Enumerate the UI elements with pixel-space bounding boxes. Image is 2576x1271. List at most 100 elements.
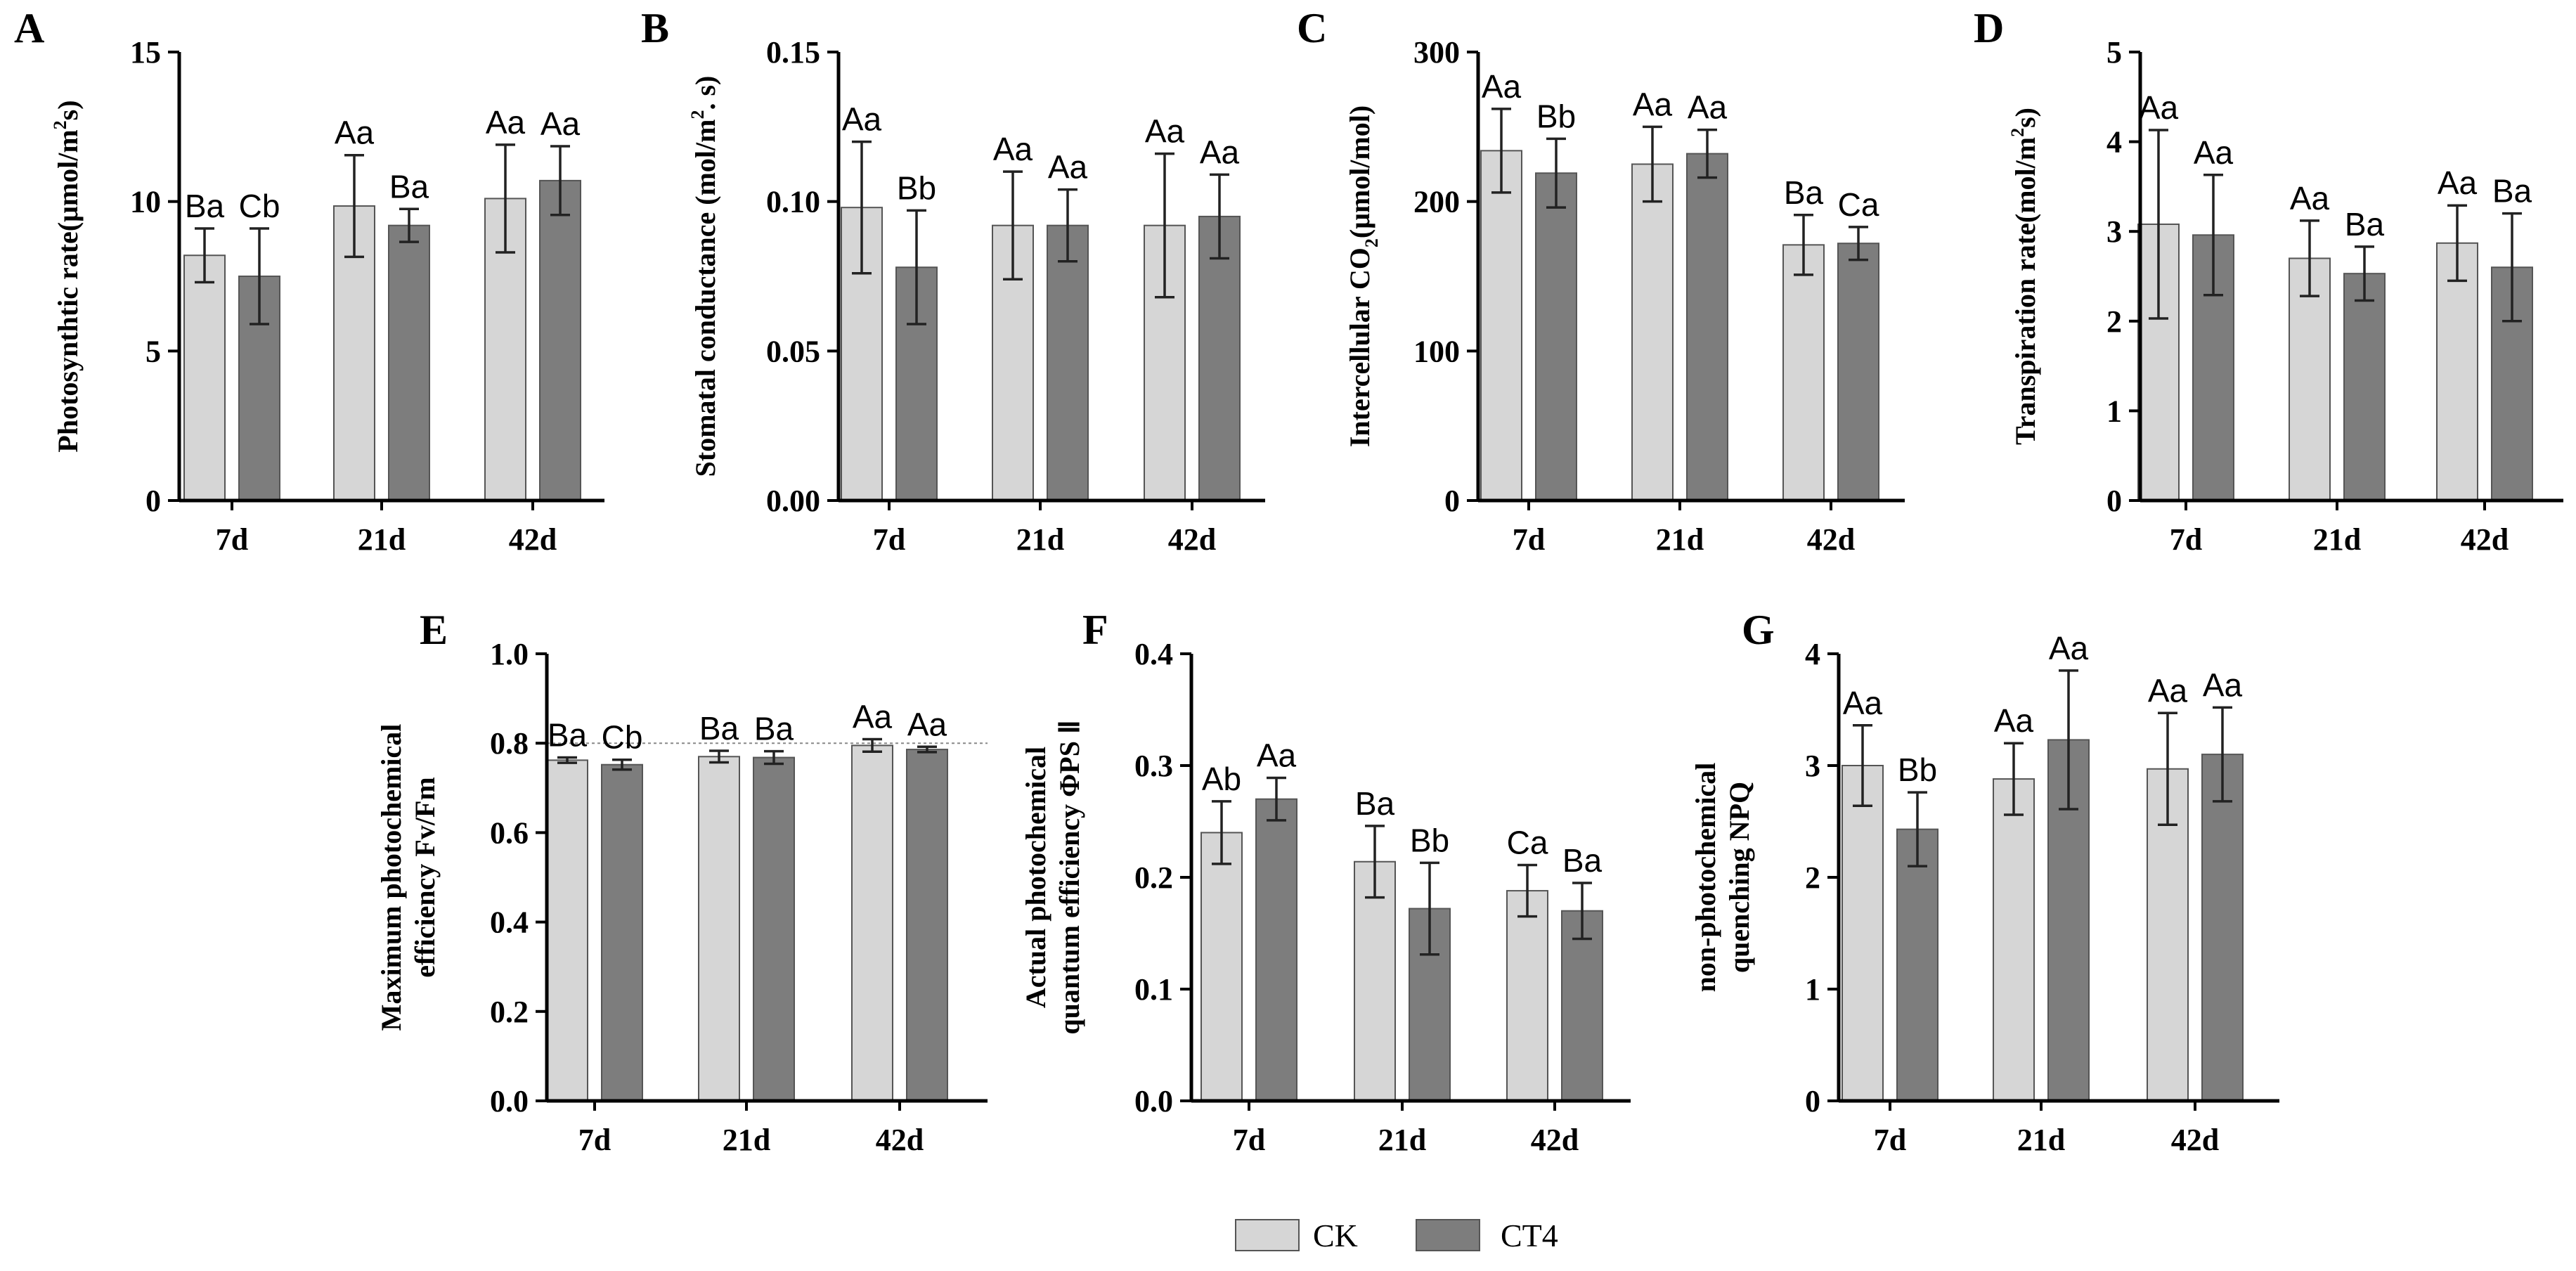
y-tick-label: 4 <box>1805 637 1820 671</box>
y-tick-label: 0.0 <box>1134 1084 1173 1118</box>
y-axis-label: Stomatal conductance (mol/m2. s) <box>687 76 721 477</box>
significance-label: Aa <box>1145 113 1185 150</box>
y-tick-label: 0.10 <box>766 185 820 219</box>
legend-swatch-ct4 <box>1416 1219 1480 1251</box>
bar-ct4-7d <box>1255 798 1297 1102</box>
panel-letter: A <box>14 5 44 51</box>
y-tick-label: 0.00 <box>766 484 820 518</box>
x-tick-label: 7d <box>1233 1123 1265 1157</box>
x-tick-label: 42d <box>1168 522 1216 557</box>
y-tick-label: 10 <box>130 185 161 219</box>
bar-ct4-21d <box>1686 153 1728 501</box>
y-tick-label: 0.05 <box>766 334 820 368</box>
x-tick-label: 21d <box>2313 522 2361 557</box>
legend-label-ct4: CT4 <box>1501 1218 1558 1253</box>
significance-label: Bb <box>1898 751 1937 788</box>
panel-C: C Aa Bb 7d Aa Aa 21d Ba Ca 42d 0 100 200 300 Intercell… <box>1297 5 1905 557</box>
significance-label: Aa <box>1633 86 1673 122</box>
y-axis-label: Intercellular CO2(μmol/mol) <box>1344 105 1382 447</box>
y-axis-label: Maximum photochemicalefficiency Fv/Fm <box>375 724 441 1031</box>
y-tick-label: 200 <box>1413 185 1460 219</box>
y-tick-label: 0.1 <box>1134 972 1173 1007</box>
significance-label: Ba <box>2492 173 2532 209</box>
bar-ct4-21d <box>1047 224 1089 501</box>
y-tick-label: 0.4 <box>1134 637 1173 671</box>
y-tick-label: 0 <box>2106 484 2122 518</box>
significance-label: Cb <box>602 719 643 756</box>
x-tick-label: 42d <box>1807 522 1855 557</box>
y-tick-label: 300 <box>1413 35 1460 70</box>
significance-label: Ba <box>548 717 588 754</box>
significance-label: Ab <box>1202 761 1241 797</box>
x-tick-label: 7d <box>2170 522 2202 557</box>
y-tick-label: 0.0 <box>490 1084 529 1118</box>
panel-letter: D <box>1974 5 2004 51</box>
y-tick-label: 1 <box>1805 972 1820 1007</box>
bar-ck-21d <box>1631 163 1674 501</box>
y-tick-label: 0 <box>145 484 161 518</box>
panel-F: F Ab Aa 7d Ba Bb 21d Ca Ba 42d 0.0 0.1 0.2 0.3 0.4 Actu… <box>1020 607 1631 1157</box>
x-tick-label: 21d <box>358 522 406 557</box>
significance-label: Aa <box>853 698 893 735</box>
significance-label: Bb <box>1536 98 1576 134</box>
significance-label: Aa <box>335 115 375 151</box>
significance-label: Bb <box>897 169 936 206</box>
legend-swatch-ck <box>1235 1219 1300 1251</box>
bar-ck-7d <box>183 254 226 501</box>
legend: CK CT4 <box>1235 1218 1558 1253</box>
bar-ct4-42d <box>1198 215 1241 501</box>
bar-ck-7d <box>1200 832 1243 1102</box>
significance-label: Ba <box>389 168 429 205</box>
significance-label: Aa <box>842 101 882 138</box>
x-tick-label: 7d <box>1874 1123 1906 1157</box>
significance-label: Aa <box>1257 737 1297 773</box>
significance-label: Ba <box>1784 174 1824 211</box>
y-tick-label: 0.3 <box>1134 749 1173 783</box>
y-tick-label: 15 <box>130 35 161 70</box>
x-tick-label: 42d <box>1531 1123 1579 1157</box>
bar-ck-42d <box>1506 890 1548 1102</box>
x-tick-label: 7d <box>873 522 905 557</box>
significance-label: Ca <box>1838 186 1879 223</box>
significance-label: Aa <box>486 104 526 141</box>
significance-label: Ba <box>2345 206 2385 243</box>
y-tick-label: 0.2 <box>490 995 529 1029</box>
panel-letter: E <box>420 607 448 653</box>
y-axis-label: non-photochemicalquenching NPQ <box>1690 763 1755 993</box>
significance-label: Aa <box>2148 672 2188 709</box>
significance-label: Ba <box>185 188 225 224</box>
bar-ct4-42d <box>2201 754 2244 1102</box>
bar-ct4-21d <box>753 756 795 1102</box>
significance-label: Ba <box>1355 785 1395 822</box>
y-tick-label: 2 <box>2106 304 2122 339</box>
x-tick-label: 21d <box>1378 1123 1426 1157</box>
y-tick-label: 1 <box>2106 394 2122 428</box>
significance-label: Aa <box>2203 666 2243 703</box>
y-tick-label: 0.2 <box>1134 860 1173 895</box>
significance-label: Aa <box>1482 68 1522 105</box>
bar-ct4-7d <box>1535 172 1577 501</box>
y-tick-label: 0 <box>1805 1084 1820 1118</box>
bar-ck-42d <box>2436 242 2478 501</box>
significance-label: Aa <box>2194 134 2234 171</box>
y-tick-label: 3 <box>1805 749 1820 783</box>
panel-B: B Aa Bb 7d Aa Aa 21d Aa Aa 42d 0.00 0.05 0.10 0.15 Sto… <box>641 5 1265 557</box>
significance-label: Aa <box>2139 89 2179 126</box>
bar-ct4-7d <box>601 763 643 1102</box>
panel-D: D Aa Aa 7d Aa Ba 21d Aa Ba 42d 0 1 2 3 4 5 Transpiration… <box>1974 5 2563 557</box>
x-tick-label: 42d <box>509 522 557 557</box>
x-tick-label: 42d <box>2461 522 2509 557</box>
panel-letter: B <box>641 5 669 51</box>
significance-label: Ca <box>1507 825 1548 861</box>
significance-label: Ba <box>1562 842 1603 879</box>
bar-ck-21d <box>2289 257 2331 501</box>
y-tick-label: 5 <box>2106 35 2122 70</box>
x-tick-label: 42d <box>876 1123 924 1157</box>
bar-ck-42d <box>851 744 893 1102</box>
y-tick-label: 5 <box>145 334 161 368</box>
x-tick-label: 42d <box>2171 1123 2219 1157</box>
y-tick-label: 1.0 <box>490 637 529 671</box>
significance-label: Cb <box>239 188 280 224</box>
significance-label: Aa <box>541 105 581 142</box>
significance-label: Aa <box>2049 630 2089 666</box>
